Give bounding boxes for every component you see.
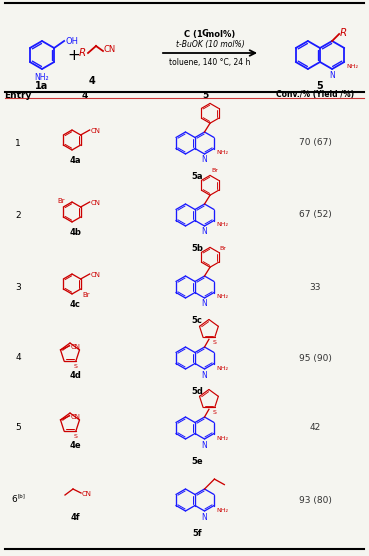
Text: +: + — [68, 47, 80, 62]
Text: Br: Br — [83, 292, 90, 298]
Text: 5e: 5e — [191, 457, 203, 466]
Text: Entry: Entry — [4, 91, 32, 100]
Text: Br: Br — [211, 168, 218, 173]
Text: t-BuOK (10 mol%): t-BuOK (10 mol%) — [176, 39, 244, 48]
Text: OH: OH — [65, 37, 78, 46]
Text: 4f: 4f — [70, 513, 80, 522]
Text: 5c: 5c — [192, 316, 203, 325]
Text: R: R — [78, 48, 86, 58]
Text: [b]: [b] — [18, 494, 26, 499]
Text: 42: 42 — [309, 424, 321, 433]
Text: CN: CN — [104, 46, 116, 54]
Text: CN: CN — [91, 128, 101, 134]
Text: S: S — [74, 434, 78, 439]
Text: 5a: 5a — [191, 172, 203, 181]
Text: 5: 5 — [15, 424, 21, 433]
Text: N: N — [201, 227, 207, 236]
Text: NH₂: NH₂ — [216, 222, 228, 227]
Text: 5f: 5f — [192, 529, 202, 538]
Text: C (1 mol%): C (1 mol%) — [184, 29, 236, 38]
Text: 6: 6 — [11, 495, 17, 504]
Text: 5: 5 — [202, 91, 208, 100]
Text: N: N — [201, 513, 207, 522]
Text: 4b: 4b — [69, 228, 81, 237]
Text: 33: 33 — [309, 282, 321, 291]
Text: CN: CN — [91, 272, 101, 278]
Text: Br: Br — [220, 246, 227, 251]
Text: NH₂: NH₂ — [216, 365, 228, 370]
Text: toluene, 140 °C, 24 h: toluene, 140 °C, 24 h — [169, 58, 251, 67]
Text: NH₂: NH₂ — [216, 435, 228, 440]
Text: N: N — [201, 156, 207, 165]
Text: S: S — [213, 340, 217, 345]
Text: 5: 5 — [317, 81, 323, 91]
Text: NH₂: NH₂ — [346, 64, 358, 69]
Text: 5b: 5b — [191, 244, 203, 253]
Text: NH₂: NH₂ — [35, 73, 49, 82]
Text: CN: CN — [70, 344, 80, 350]
Text: N: N — [201, 440, 207, 449]
Text: 4e: 4e — [69, 441, 81, 450]
Text: 4: 4 — [89, 76, 95, 86]
Text: NH₂: NH₂ — [216, 151, 228, 156]
Text: 4: 4 — [15, 354, 21, 363]
Text: 93 (80): 93 (80) — [299, 495, 331, 504]
Text: 4: 4 — [82, 91, 88, 100]
Text: 95 (90): 95 (90) — [299, 354, 331, 363]
Text: N: N — [201, 370, 207, 380]
Text: Conv./% (Yield /%): Conv./% (Yield /%) — [276, 91, 354, 100]
Text: CN: CN — [91, 200, 101, 206]
Text: R: R — [340, 28, 347, 38]
Text: 4a: 4a — [69, 156, 81, 165]
Text: NH₂: NH₂ — [216, 508, 228, 513]
Text: CN: CN — [70, 414, 80, 420]
Text: 70 (67): 70 (67) — [299, 138, 331, 147]
Text: S: S — [74, 364, 78, 369]
Text: 2: 2 — [15, 211, 21, 220]
Text: C: C — [201, 29, 208, 38]
Text: 5d: 5d — [191, 387, 203, 396]
Text: 1: 1 — [15, 138, 21, 147]
Text: Br: Br — [57, 198, 65, 204]
Text: CN: CN — [82, 491, 92, 497]
Text: 67 (52): 67 (52) — [299, 211, 331, 220]
Text: S: S — [213, 410, 217, 415]
Text: N: N — [201, 300, 207, 309]
Text: 4d: 4d — [69, 371, 81, 380]
Text: 3: 3 — [15, 282, 21, 291]
Text: 1a: 1a — [35, 81, 49, 91]
Text: N: N — [329, 71, 335, 80]
Text: 4c: 4c — [70, 300, 80, 309]
Text: NH₂: NH₂ — [216, 295, 228, 300]
